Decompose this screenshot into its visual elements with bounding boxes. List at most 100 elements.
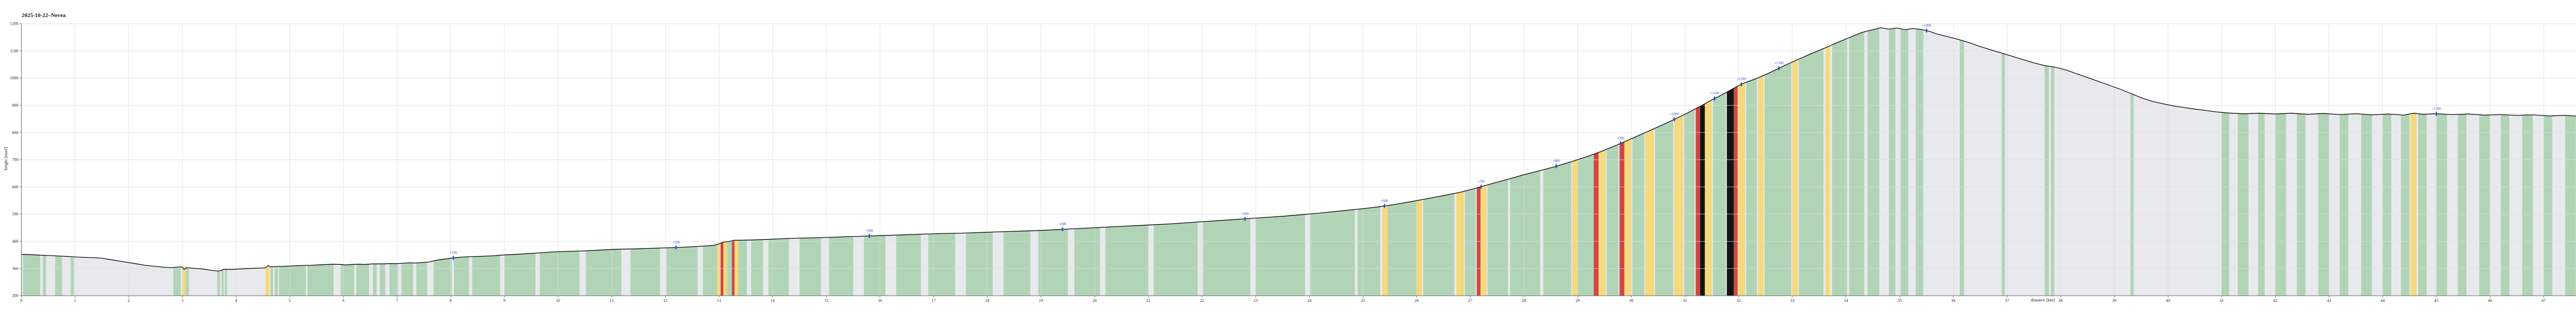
- x-tick-label: 42: [2273, 298, 2277, 303]
- x-tick-label: 23: [1253, 298, 1258, 303]
- x-tick-label: 2: [128, 298, 130, 303]
- y-axis-ticks: 200 300 400 500 600 700 800 900 1000 1100 1200: [10, 22, 22, 298]
- x-axis-label: distance [km]: [2030, 297, 2055, 302]
- x-tick-label: 8: [450, 298, 452, 303]
- x-tick-label: 7: [396, 298, 398, 303]
- climb-marker-label: +1200: [1737, 77, 1746, 81]
- x-tick-label: 44: [2381, 298, 2385, 303]
- x-tick-label: 35: [1897, 298, 1902, 303]
- climb-marker-diamond: [1740, 81, 1743, 87]
- climb-marker-diamond: [675, 245, 677, 250]
- climb-marker-label: +900: [1617, 136, 1624, 140]
- climb-marker-label: +300: [866, 229, 873, 233]
- climb-marker-label: +800: [1552, 159, 1560, 163]
- elevation-area-fill: [21, 27, 2576, 296]
- x-tick-label: 22: [1200, 298, 1204, 303]
- x-tick-label: 47: [2541, 298, 2546, 303]
- x-tick-label: 5: [289, 298, 291, 303]
- gradient-band: [1746, 27, 1757, 296]
- climb-marker-label: +1300: [1774, 61, 1784, 65]
- climb-marker-diamond: [1777, 65, 1781, 71]
- x-tick-label: 32: [1737, 298, 1741, 303]
- gradient-band: [1916, 27, 1924, 296]
- x-tick-label: 16: [878, 298, 882, 303]
- gradient-band: [1737, 27, 1745, 296]
- x-tick-label: 17: [931, 298, 936, 303]
- climb-marker-label: +1400: [1922, 24, 1931, 28]
- gradient-band: [2044, 27, 2049, 296]
- x-tick-label: 25: [1361, 298, 1365, 303]
- chart-title: 2025-10-22–Nevea: [22, 12, 66, 19]
- gradient-band: [1792, 27, 1798, 296]
- x-tick-label: 38: [2059, 298, 2063, 303]
- gradient-band: [1799, 27, 1824, 296]
- climb-marker-diamond: [452, 255, 455, 261]
- x-tick-label: 41: [2219, 298, 2224, 303]
- climb-marker-label: +1500: [2432, 107, 2441, 111]
- climb-marker-diamond: [868, 233, 871, 239]
- x-tick-label: 6: [343, 298, 345, 303]
- y-tick-label: 300: [12, 266, 19, 271]
- climb-marker-diamond: [2435, 111, 2438, 116]
- x-tick-label: 20: [1093, 298, 1097, 303]
- gradient-band: [1758, 27, 1764, 296]
- x-tick-label: 11: [609, 298, 614, 303]
- climb-marker-label: +100: [450, 251, 457, 255]
- x-tick-label: 15: [824, 298, 828, 303]
- y-axis-label: height [masl]: [3, 147, 8, 171]
- climb-marker-diamond: [1713, 96, 1716, 101]
- y-tick-label: 500: [12, 212, 19, 216]
- climb-marker-label: +500: [1241, 212, 1249, 216]
- climb-marker-label: +600: [1381, 199, 1388, 203]
- gradient-band: [1867, 27, 1879, 296]
- x-tick-label: 24: [1307, 298, 1311, 303]
- climb-marker-diamond: [1555, 163, 1557, 169]
- y-tick-label: 200: [12, 294, 19, 298]
- x-tick-label: 37: [2005, 298, 2009, 303]
- x-tick-label: 9: [503, 298, 505, 303]
- x-tick-label: 45: [2434, 298, 2438, 303]
- x-tick-label: 10: [556, 298, 560, 303]
- x-tick-label: 18: [986, 298, 990, 303]
- x-tick-label: 13: [717, 298, 721, 303]
- x-tick-label: 27: [1468, 298, 1472, 303]
- y-tick-label: 700: [12, 158, 19, 162]
- gradient-band: [1572, 27, 1578, 296]
- climb-marker-label: +1100: [1710, 91, 1719, 95]
- x-tick-label: 4: [235, 298, 237, 303]
- x-tick-label: 31: [1683, 298, 1687, 303]
- x-tick-label: 14: [771, 298, 775, 303]
- gradient-band: [2410, 27, 2417, 296]
- y-tick-label: 900: [12, 103, 19, 108]
- x-tick-label: 1: [74, 298, 76, 303]
- gradient-band: [1594, 27, 1599, 296]
- gradient-band: [1959, 27, 1964, 296]
- x-tick-label: 28: [1522, 298, 1526, 303]
- gradient-band: [1734, 27, 1738, 296]
- gradient-band: [1889, 27, 1895, 296]
- x-tick-label: 43: [2327, 298, 2331, 303]
- y-tick-label: 800: [12, 130, 19, 135]
- gradient-band: [1700, 27, 1705, 296]
- x-tick-label: 39: [2112, 298, 2116, 303]
- x-tick-label: 26: [1415, 298, 1419, 303]
- x-tick-label: 33: [1790, 298, 1794, 303]
- gradient-band: [1849, 27, 1865, 296]
- elevation-line: [21, 27, 2576, 272]
- y-tick-label: 600: [12, 184, 19, 189]
- x-axis-ticks: 0 1 2 3 4 5 6 7 8 9 10 11 12 13 14 15 16 17 18 19 20 21 22 23 24…: [21, 296, 2546, 303]
- climb-marker-label: +200: [672, 240, 680, 244]
- gradient-band: [1825, 27, 1830, 296]
- y-tick-label: 1200: [10, 22, 19, 26]
- climb-marker-diamond: [1619, 141, 1622, 146]
- y-tick-label: 1000: [10, 76, 19, 80]
- x-tick-label: 30: [1629, 298, 1633, 303]
- gradient-band: [1696, 27, 1700, 296]
- x-tick-label: 19: [1039, 298, 1043, 303]
- climb-marker-diamond: [1480, 184, 1483, 190]
- x-tick-label: 34: [1844, 298, 1848, 303]
- climb-marker-label: +1000: [1670, 112, 1679, 116]
- climb-marker-diamond: [1244, 216, 1246, 222]
- climb-marker-label: +700: [1478, 179, 1485, 183]
